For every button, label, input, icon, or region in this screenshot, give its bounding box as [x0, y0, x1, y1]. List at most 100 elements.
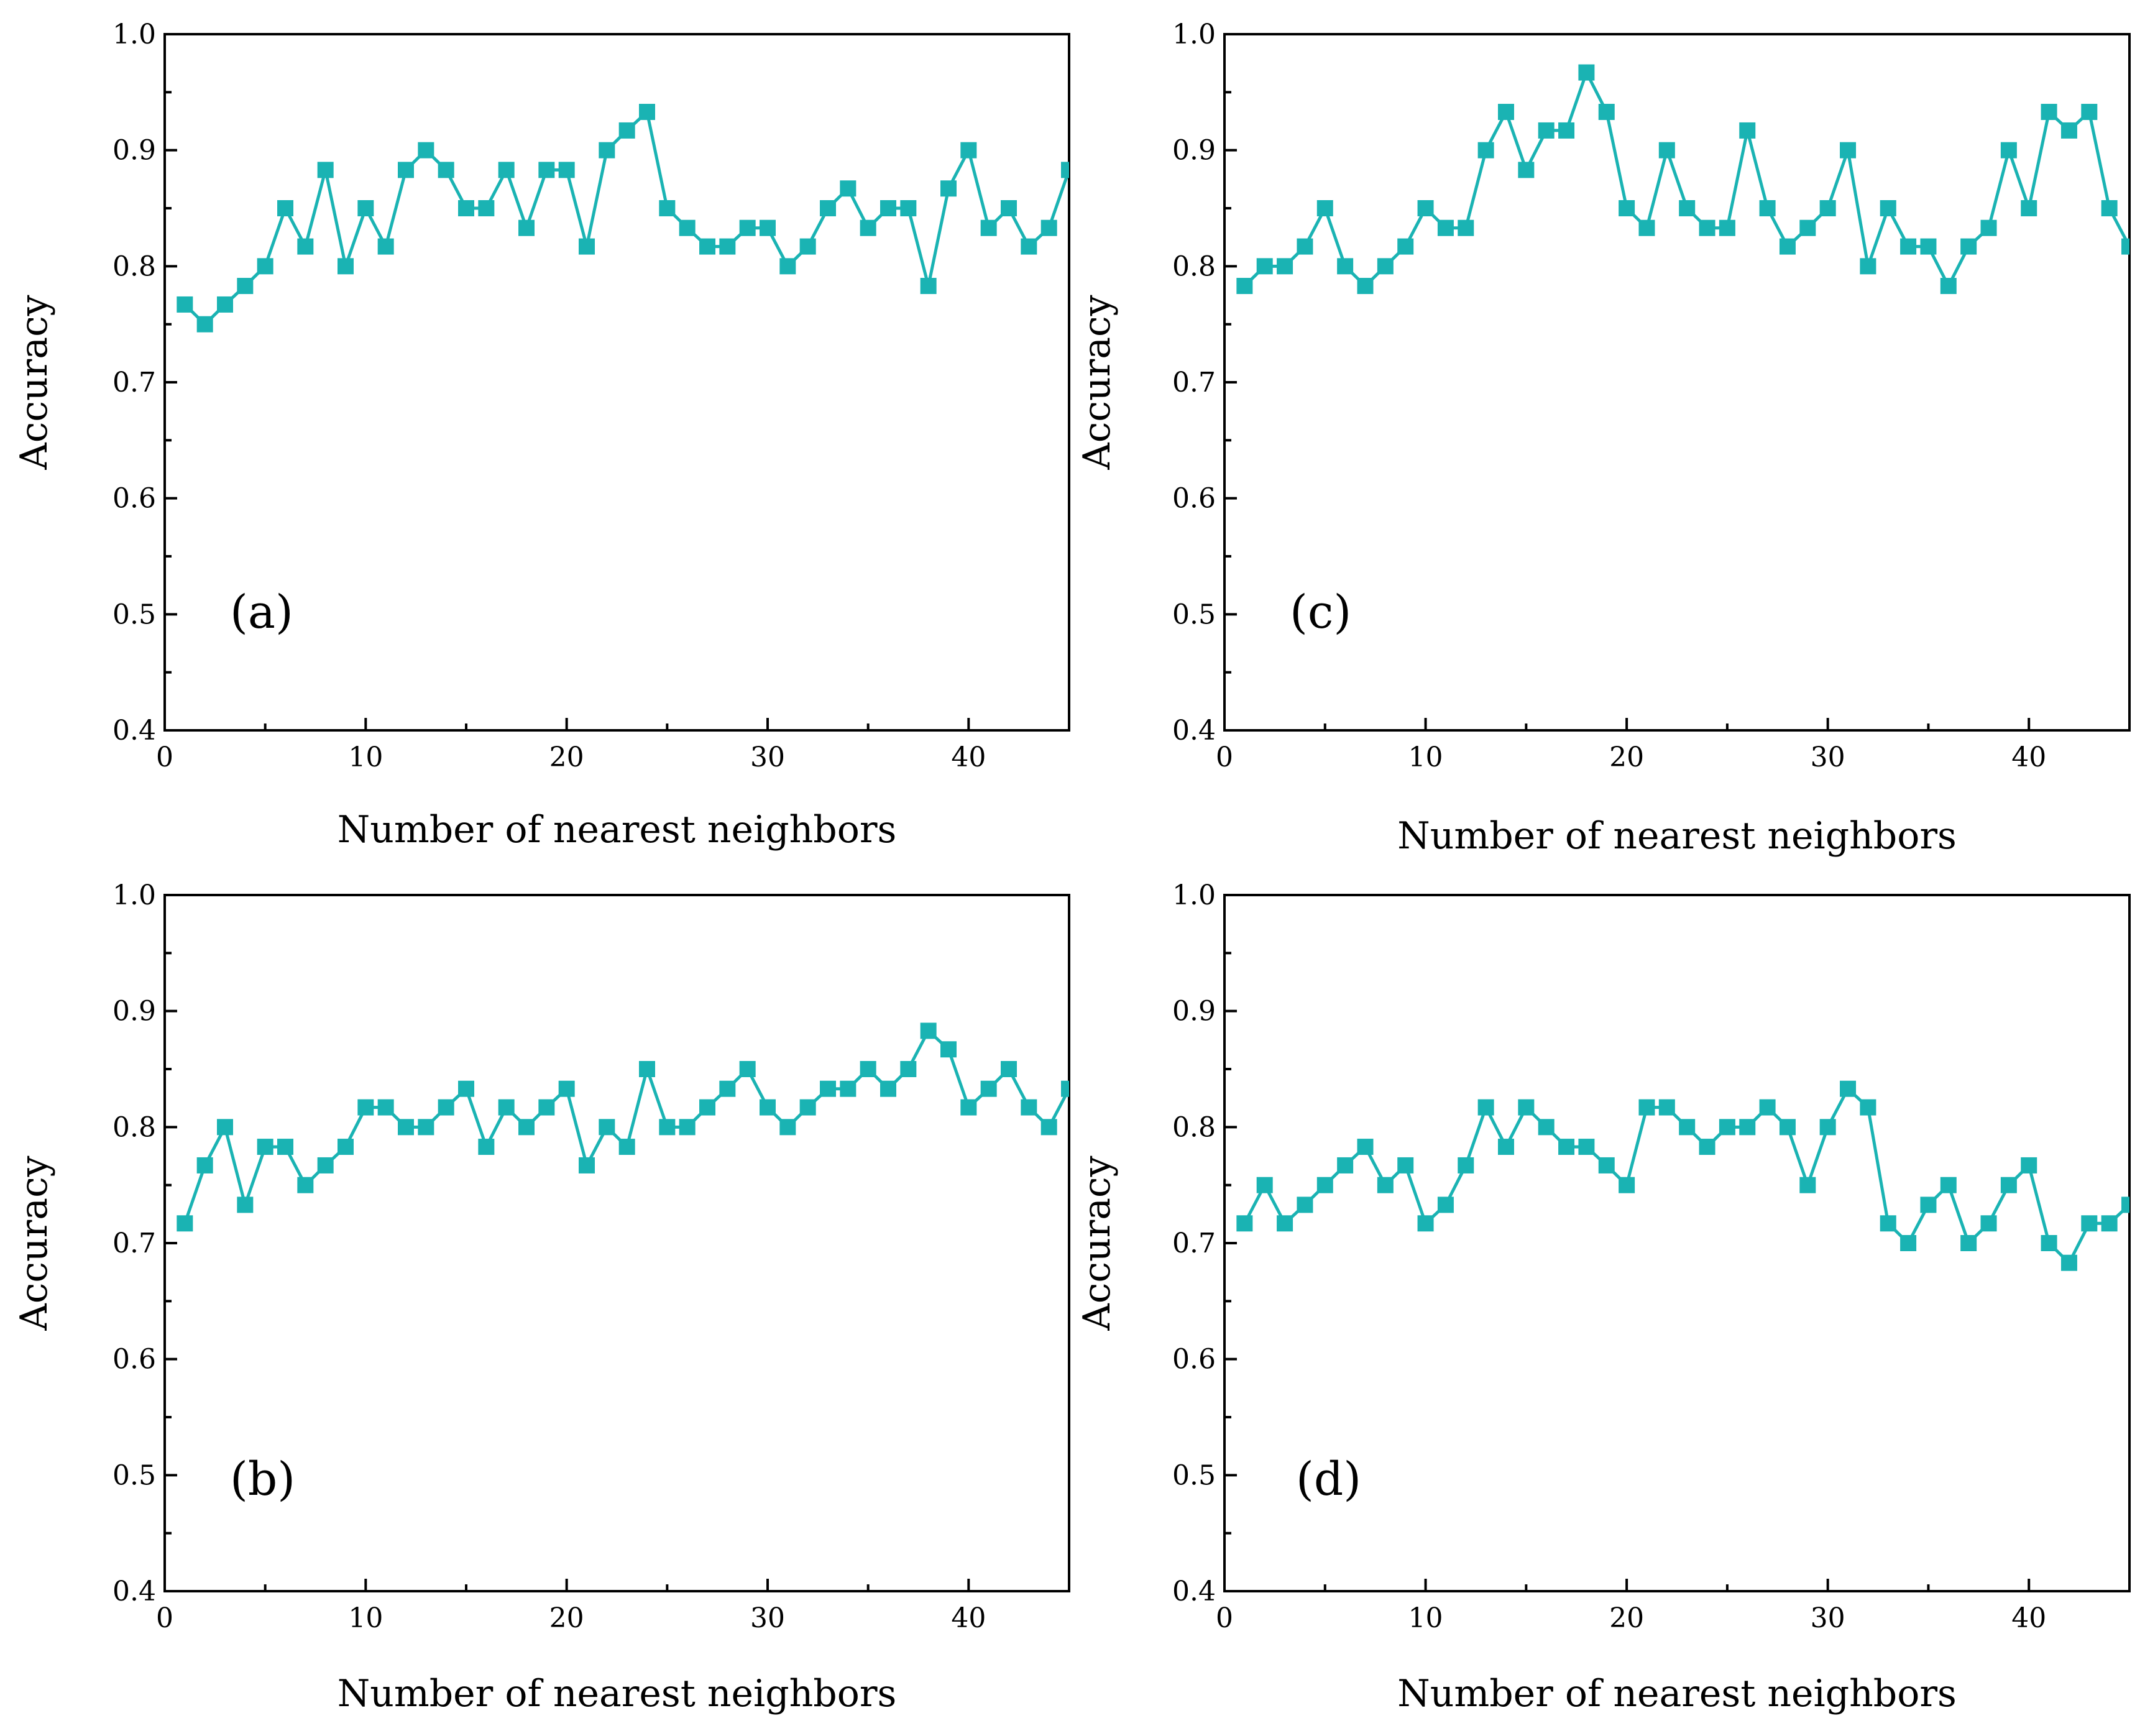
y-tick-label: 0.4 [113, 715, 156, 746]
data-point [498, 1099, 515, 1116]
data-point [1538, 122, 1555, 139]
data-point [518, 219, 535, 236]
data-point [1437, 219, 1454, 236]
data-point [1779, 1119, 1796, 1136]
y-tick-label: 0.4 [1172, 1576, 1216, 1607]
chart-panel-b: 0.4 0.5 0.6 0.7 0.8 0.9 1.0 0 10 20 30 40 Number of … [12, 879, 1070, 1715]
y-tick-label: 1.0 [1172, 19, 1216, 50]
x-tick-label: 40 [951, 1602, 986, 1634]
data-point [1538, 1119, 1555, 1136]
data-point [860, 1061, 876, 1077]
data-point [900, 200, 917, 216]
panel-label: (b) [230, 1453, 295, 1506]
data-point [1840, 142, 1857, 158]
data-point [799, 238, 816, 255]
data-point [1719, 1119, 1735, 1136]
data-point [1840, 1080, 1857, 1097]
panel-label: (d) [1296, 1453, 1361, 1506]
y-tick-label: 0.9 [113, 996, 156, 1027]
x-axis-label: Number of nearest neighbors [1397, 1672, 1957, 1715]
data-point [940, 1041, 957, 1058]
data-point [920, 1022, 937, 1039]
data-point [618, 1139, 635, 1155]
y-tick-label: 0.7 [1172, 1228, 1216, 1259]
data-point [1980, 219, 1997, 236]
data-point [1558, 1139, 1575, 1155]
y-axis-label: Accuracy [1075, 1155, 1119, 1331]
data-point [1040, 219, 1057, 236]
x-tick-label: 20 [549, 742, 584, 773]
data-point [2021, 200, 2037, 216]
data-point [1337, 1157, 1354, 1173]
data-point [739, 219, 756, 236]
data-point [1297, 238, 1313, 255]
plot-frame [163, 894, 1070, 1592]
x-tick-label: 10 [1408, 1602, 1443, 1634]
data-point [1297, 1196, 1313, 1213]
y-tick-label: 0.7 [1172, 367, 1216, 398]
series-group [1236, 1080, 2129, 1271]
y-tick-label: 0.5 [1172, 599, 1216, 630]
data-point [277, 1139, 293, 1155]
data-point [2060, 1254, 2077, 1271]
data-point [880, 1080, 896, 1097]
y-tick-label: 0.9 [1172, 996, 1216, 1027]
data-point [1021, 238, 1037, 255]
y-tick-label: 0.6 [1172, 1344, 1216, 1375]
data-point [277, 200, 293, 216]
data-point [317, 1157, 334, 1173]
data-point [1598, 104, 1615, 121]
data-point [1277, 258, 1293, 275]
data-point [1739, 1119, 1756, 1136]
data-point [940, 180, 957, 197]
data-point [237, 278, 254, 295]
data-point [1900, 238, 1917, 255]
data-point [1337, 258, 1354, 275]
y-tick-label: 0.5 [113, 1459, 156, 1491]
data-point [538, 1099, 555, 1116]
data-point [1679, 1119, 1696, 1136]
data-point [880, 200, 896, 216]
chart-panel-d: 0.4 0.5 0.6 0.7 0.8 0.9 1.0 0 10 20 30 40 Number of … [1075, 879, 2131, 1715]
x-tick-label: 0 [1216, 1602, 1233, 1634]
data-point [980, 1080, 997, 1097]
y-axis-label: Accuracy [12, 1155, 56, 1331]
data-point [1518, 162, 1535, 178]
data-point [739, 1061, 756, 1077]
data-point [1458, 1157, 1474, 1173]
data-point [2081, 1215, 2098, 1232]
series-line [1243, 1087, 2129, 1265]
data-point [1638, 1099, 1655, 1116]
data-point [196, 316, 213, 333]
data-point [438, 162, 454, 178]
x-tick-label: 30 [750, 742, 785, 773]
data-point [719, 238, 736, 255]
data-point [1598, 1157, 1615, 1173]
data-point [237, 1196, 254, 1213]
data-point [599, 1119, 615, 1136]
data-point [217, 1119, 233, 1136]
data-point [599, 142, 615, 158]
data-point [1377, 258, 1394, 275]
data-point [1880, 200, 1896, 216]
data-point [1799, 1177, 1816, 1193]
data-point [860, 219, 876, 236]
data-point [1799, 219, 1816, 236]
data-point [1980, 1215, 1997, 1232]
data-point [1940, 1177, 1957, 1193]
data-point [1860, 1099, 1876, 1116]
x-tick-label: 30 [1811, 1602, 1845, 1634]
data-point [1860, 258, 1876, 275]
x-tick-label: 40 [951, 742, 986, 773]
data-point [1397, 1157, 1414, 1173]
x-tick-label: 0 [156, 742, 173, 773]
data-point [1236, 1215, 1253, 1232]
data-point [579, 238, 595, 255]
x-tick-label: 0 [156, 1602, 173, 1634]
y-axis-label: Accuracy [1075, 295, 1119, 470]
data-point [558, 162, 575, 178]
data-point [538, 162, 555, 178]
y-tick-label: 0.4 [113, 1576, 156, 1607]
data-point [458, 1080, 474, 1097]
data-point [1357, 1139, 1374, 1155]
